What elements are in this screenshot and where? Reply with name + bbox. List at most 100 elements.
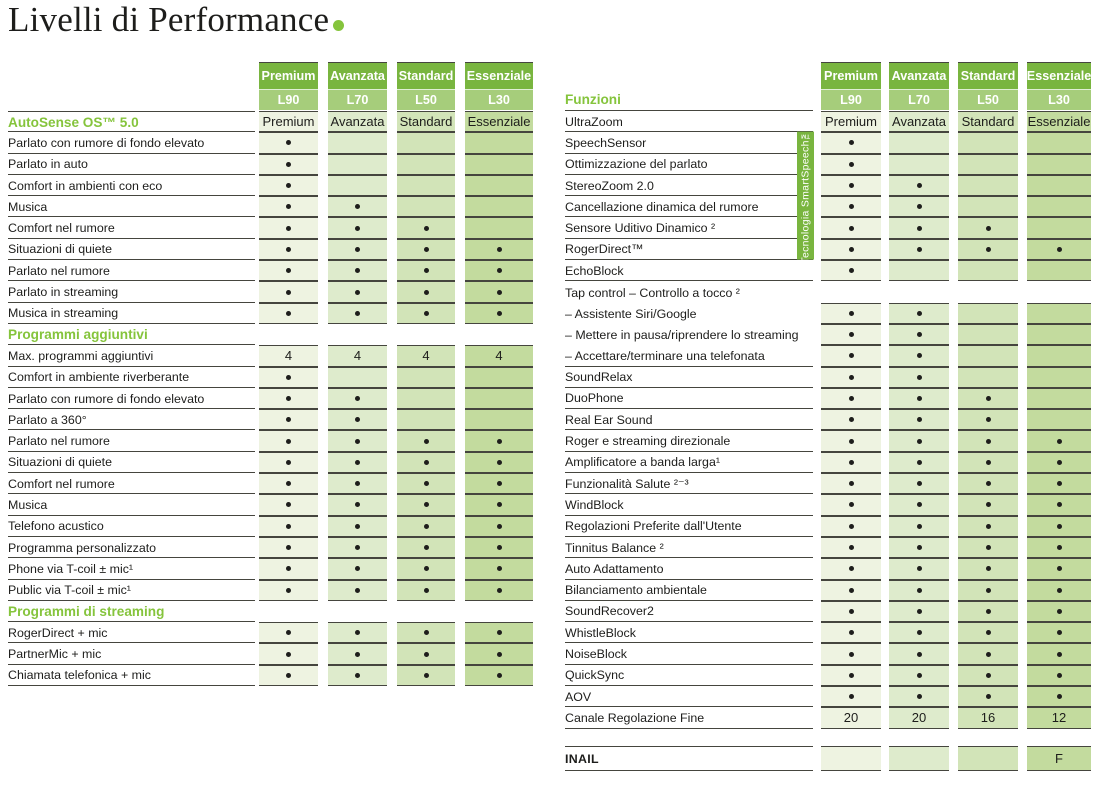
- feature-cell: [465, 260, 533, 282]
- feature-dot-icon: [916, 417, 922, 423]
- level-name-label: Standard: [397, 63, 455, 90]
- feature-dot-icon: [496, 630, 502, 636]
- level-header-l50: Standard L50: [958, 62, 1018, 110]
- feature-cell: [259, 451, 318, 474]
- feature-cell: 4: [397, 345, 455, 367]
- table-row: EchoBlock: [565, 260, 1093, 282]
- feature-cell: [1027, 664, 1091, 686]
- feature-dot-icon: [355, 225, 360, 231]
- feature-dot-icon: [1056, 438, 1062, 444]
- table-row: Public via T-coil ± mic¹: [8, 579, 534, 601]
- feature-cell: [259, 473, 318, 495]
- row-label: Parlato nel rumore: [8, 430, 255, 452]
- feature-cell: [958, 558, 1018, 580]
- feature-cell: [397, 494, 455, 516]
- table-row: Amplificatore a banda larga¹: [565, 451, 1093, 474]
- feature-cell: [821, 558, 881, 580]
- feature-cell: [1027, 643, 1091, 665]
- feature-cell: [328, 515, 387, 537]
- row-label: Parlato a 360°: [8, 409, 255, 431]
- feature-cell: [328, 409, 387, 431]
- feature-cell: [889, 473, 949, 495]
- feature-cell: [889, 558, 949, 580]
- feature-cell: [328, 622, 387, 644]
- feature-cell: [958, 366, 1018, 388]
- feature-cell: [821, 473, 881, 495]
- feature-dot-icon: [848, 310, 854, 316]
- feature-dot-icon: [496, 459, 502, 465]
- feature-cell: [889, 686, 949, 708]
- feature-dot-icon: [1056, 587, 1062, 593]
- level-header-l70: Avanzata L70: [328, 62, 387, 110]
- feature-cell: 16: [958, 707, 1018, 729]
- feature-cell: [328, 430, 387, 452]
- feature-cell: [958, 643, 1018, 665]
- feature-cell: [958, 745, 1018, 771]
- feature-dot-icon: [848, 545, 854, 551]
- table-row: Comfort in ambiente riverberante: [8, 366, 534, 388]
- level-model-label: L30: [1027, 90, 1091, 110]
- level-model-label: L90: [259, 90, 318, 110]
- table-row: Parlato con rumore di fondo elevato: [8, 132, 534, 154]
- feature-dot-icon: [916, 545, 922, 551]
- row-label: Comfort in ambienti con eco: [8, 175, 255, 197]
- row-label: Sensore Uditivo Dinamico ²: [565, 217, 813, 239]
- feature-dot-icon: [286, 396, 291, 401]
- feature-cell: [328, 494, 387, 516]
- row-label: Roger e streaming direzionale: [565, 430, 813, 452]
- row-label: RogerDirect™: [565, 239, 813, 261]
- level-model-label: L50: [958, 90, 1018, 110]
- feature-dot-icon: [848, 672, 854, 678]
- feature-cell: [821, 745, 881, 771]
- feature-cell: [958, 409, 1018, 431]
- feature-dot-icon: [355, 268, 360, 274]
- feature-cell: [259, 664, 318, 687]
- feature-cell: [958, 686, 1018, 708]
- level-name-label: Premium: [821, 63, 881, 90]
- row-label: AOV: [565, 686, 813, 708]
- feature-cell: Premium: [259, 111, 318, 133]
- feature-dot-icon: [355, 396, 360, 401]
- feature-cell: [821, 536, 881, 559]
- feature-cell: [259, 196, 318, 218]
- feature-dot-icon: [423, 651, 429, 657]
- feature-dot-icon: [286, 630, 291, 636]
- feature-cell: [889, 217, 949, 239]
- feature-dot-icon: [423, 523, 429, 529]
- feature-cell: [259, 174, 318, 197]
- table-row: Musica: [8, 196, 534, 218]
- feature-dot-icon: [985, 417, 991, 423]
- feature-dot-icon: [848, 630, 854, 636]
- row-label: Regolazioni Preferite dall'Utente: [565, 516, 813, 537]
- feature-cell: [259, 558, 318, 580]
- feature-cell: [958, 600, 1018, 623]
- feature-cell: [328, 302, 387, 324]
- row-label: INAIL: [565, 745, 813, 771]
- feature-dot-icon: [916, 310, 922, 316]
- table-row: [565, 729, 1093, 746]
- feature-cell: [259, 260, 318, 282]
- feature-dot-icon: [848, 459, 854, 465]
- row-label: – Mettere in pausa/riprendere lo streami…: [565, 328, 799, 343]
- title-dot-icon: [333, 20, 345, 31]
- feature-cell: [259, 302, 318, 324]
- table-row: Bilanciamento ambientale: [565, 579, 1093, 601]
- feature-cell: [889, 451, 949, 474]
- section-row: Funzioni: [565, 89, 1093, 111]
- table-row: WhistleBlock: [565, 622, 1093, 644]
- right-table: Premium L90 Avanzata L70 Standard L50 Essenzia…: [565, 62, 1093, 771]
- feature-cell: [1027, 409, 1091, 431]
- feature-dot-icon: [355, 651, 360, 657]
- row-label: Programma personalizzato: [8, 537, 255, 559]
- level-name-label: Premium: [259, 63, 318, 90]
- table-row: Programma personalizzato: [8, 536, 534, 559]
- feature-cell: [889, 664, 949, 686]
- feature-cell: [397, 174, 455, 197]
- feature-dot-icon: [355, 289, 360, 295]
- feature-dot-icon: [848, 140, 854, 146]
- feature-dot-icon: [1056, 459, 1062, 465]
- feature-cell: [1027, 238, 1091, 261]
- feature-cell: [259, 387, 318, 410]
- table-row: AOV: [565, 686, 1093, 708]
- feature-dot-icon: [496, 438, 502, 444]
